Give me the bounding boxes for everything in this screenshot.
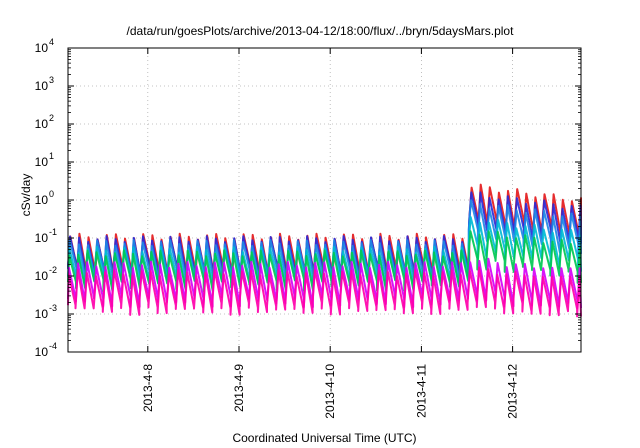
y-tick-label-2: 10	[35, 269, 49, 283]
y-tick-label-5: 10	[35, 155, 49, 169]
chart-title: /data/run/goesPlots/archive/2013-04-12/1…	[126, 24, 514, 38]
y-tick-exponent-5: 1	[49, 151, 54, 161]
y-tick-label-3: 10	[35, 231, 49, 245]
y-tick-exponent-6: 2	[49, 113, 54, 123]
x-tick-label-0: 2013-4-8	[141, 364, 155, 412]
y-tick-exponent-3: -1	[49, 227, 57, 237]
series-line-4	[67, 230, 582, 293]
y-tick-exponent-0: -4	[49, 341, 57, 351]
x-tick-label-1: 2013-4-9	[232, 364, 246, 412]
y-tick-label-4: 10	[35, 193, 49, 207]
x-axis-label: Coordinated Universal Time (UTC)	[232, 431, 417, 445]
x-tick-label-2: 2013-4-10	[323, 364, 337, 419]
x-tick-label-3: 2013-4-11	[414, 364, 428, 418]
y-tick-label-6: 10	[35, 117, 49, 131]
y-axis-label: cSv/day	[19, 173, 33, 217]
y-tick-exponent-4: 0	[49, 189, 54, 199]
y-tick-exponent-8: 4	[49, 37, 54, 47]
y-tick-label-1: 10	[35, 307, 49, 321]
y-tick-exponent-1: -3	[49, 303, 57, 313]
y-tick-label-7: 10	[35, 79, 49, 93]
y-tick-label-0: 10	[35, 345, 49, 359]
series-line-2	[67, 199, 582, 283]
y-tick-exponent-2: -2	[49, 265, 57, 275]
y-tick-exponent-7: 3	[49, 75, 54, 85]
x-tick-label-4: 2013-4-12	[506, 364, 520, 419]
y-tick-label-8: 10	[35, 41, 49, 55]
series-line-6	[67, 266, 582, 318]
